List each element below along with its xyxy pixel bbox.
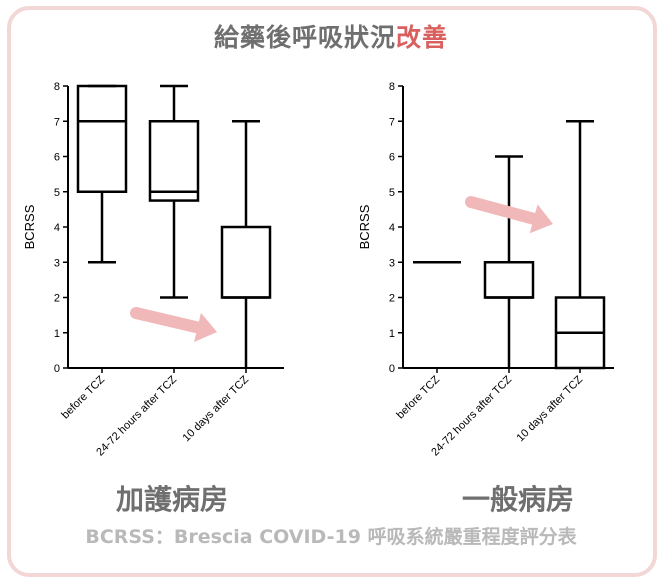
panel-label-general-ward: 一般病房 <box>462 483 575 516</box>
trend-arrow-icon <box>130 307 204 334</box>
box-iqr <box>220 225 272 299</box>
trend-arrow-head-icon <box>529 204 553 234</box>
x-tick-label: before TCZ <box>59 373 107 421</box>
box-3 <box>554 120 606 370</box>
y-tick-label: 5 <box>54 187 60 199</box>
y-axis-label: BCRSS <box>22 204 37 249</box>
trend-arrow-icon <box>465 196 540 225</box>
trend-arrow-head-icon <box>194 312 217 343</box>
x-tick-label: before TCZ <box>394 373 442 421</box>
y-tick-label: 6 <box>54 152 60 164</box>
y-tick-label: 4 <box>389 222 395 234</box>
box-3 <box>220 120 272 368</box>
y-tick-label: 0 <box>389 363 395 375</box>
x-tick-label: 24-72 hours after TCZ <box>429 373 514 458</box>
y-axis-label: BCRSS <box>357 204 372 249</box>
card-frame <box>7 6 657 577</box>
title-accent: 改善 <box>396 23 449 52</box>
box-iqr <box>148 120 200 202</box>
box-iqr <box>483 261 535 299</box>
y-tick-label: 4 <box>54 222 60 234</box>
y-tick-label: 2 <box>54 293 60 305</box>
y-tick-label: 3 <box>54 257 60 269</box>
y-tick-label: 7 <box>54 116 60 128</box>
box-iqr <box>76 84 128 193</box>
y-tick-label: 0 <box>54 363 60 375</box>
x-tick-label: 24-72 hours after TCZ <box>94 373 179 458</box>
y-tick-label: 3 <box>389 257 395 269</box>
box-2 <box>148 84 200 299</box>
y-tick-label: 5 <box>389 187 395 199</box>
box-1 <box>76 84 128 264</box>
y-tick-label: 1 <box>54 328 60 340</box>
x-tick-label: 10 days after TCZ <box>181 373 252 444</box>
footnote: BCRSS：Brescia COVID-19 呼吸系統嚴重程度評分表 <box>85 526 577 548</box>
x-tick-label: 10 days after TCZ <box>515 373 586 444</box>
y-tick-label: 6 <box>389 152 395 164</box>
y-tick-label: 1 <box>389 328 395 340</box>
title-main: 給藥後呼吸狀況 <box>213 23 396 52</box>
y-tick-label: 2 <box>389 293 395 305</box>
panel-label-icu: 加護病房 <box>116 483 229 516</box>
box-2 <box>483 155 535 368</box>
y-tick-label: 8 <box>54 81 60 93</box>
page-title: 給藥後呼吸狀況改善 <box>0 18 662 54</box>
y-tick-label: 7 <box>389 116 395 128</box>
y-tick-label: 8 <box>389 81 395 93</box>
